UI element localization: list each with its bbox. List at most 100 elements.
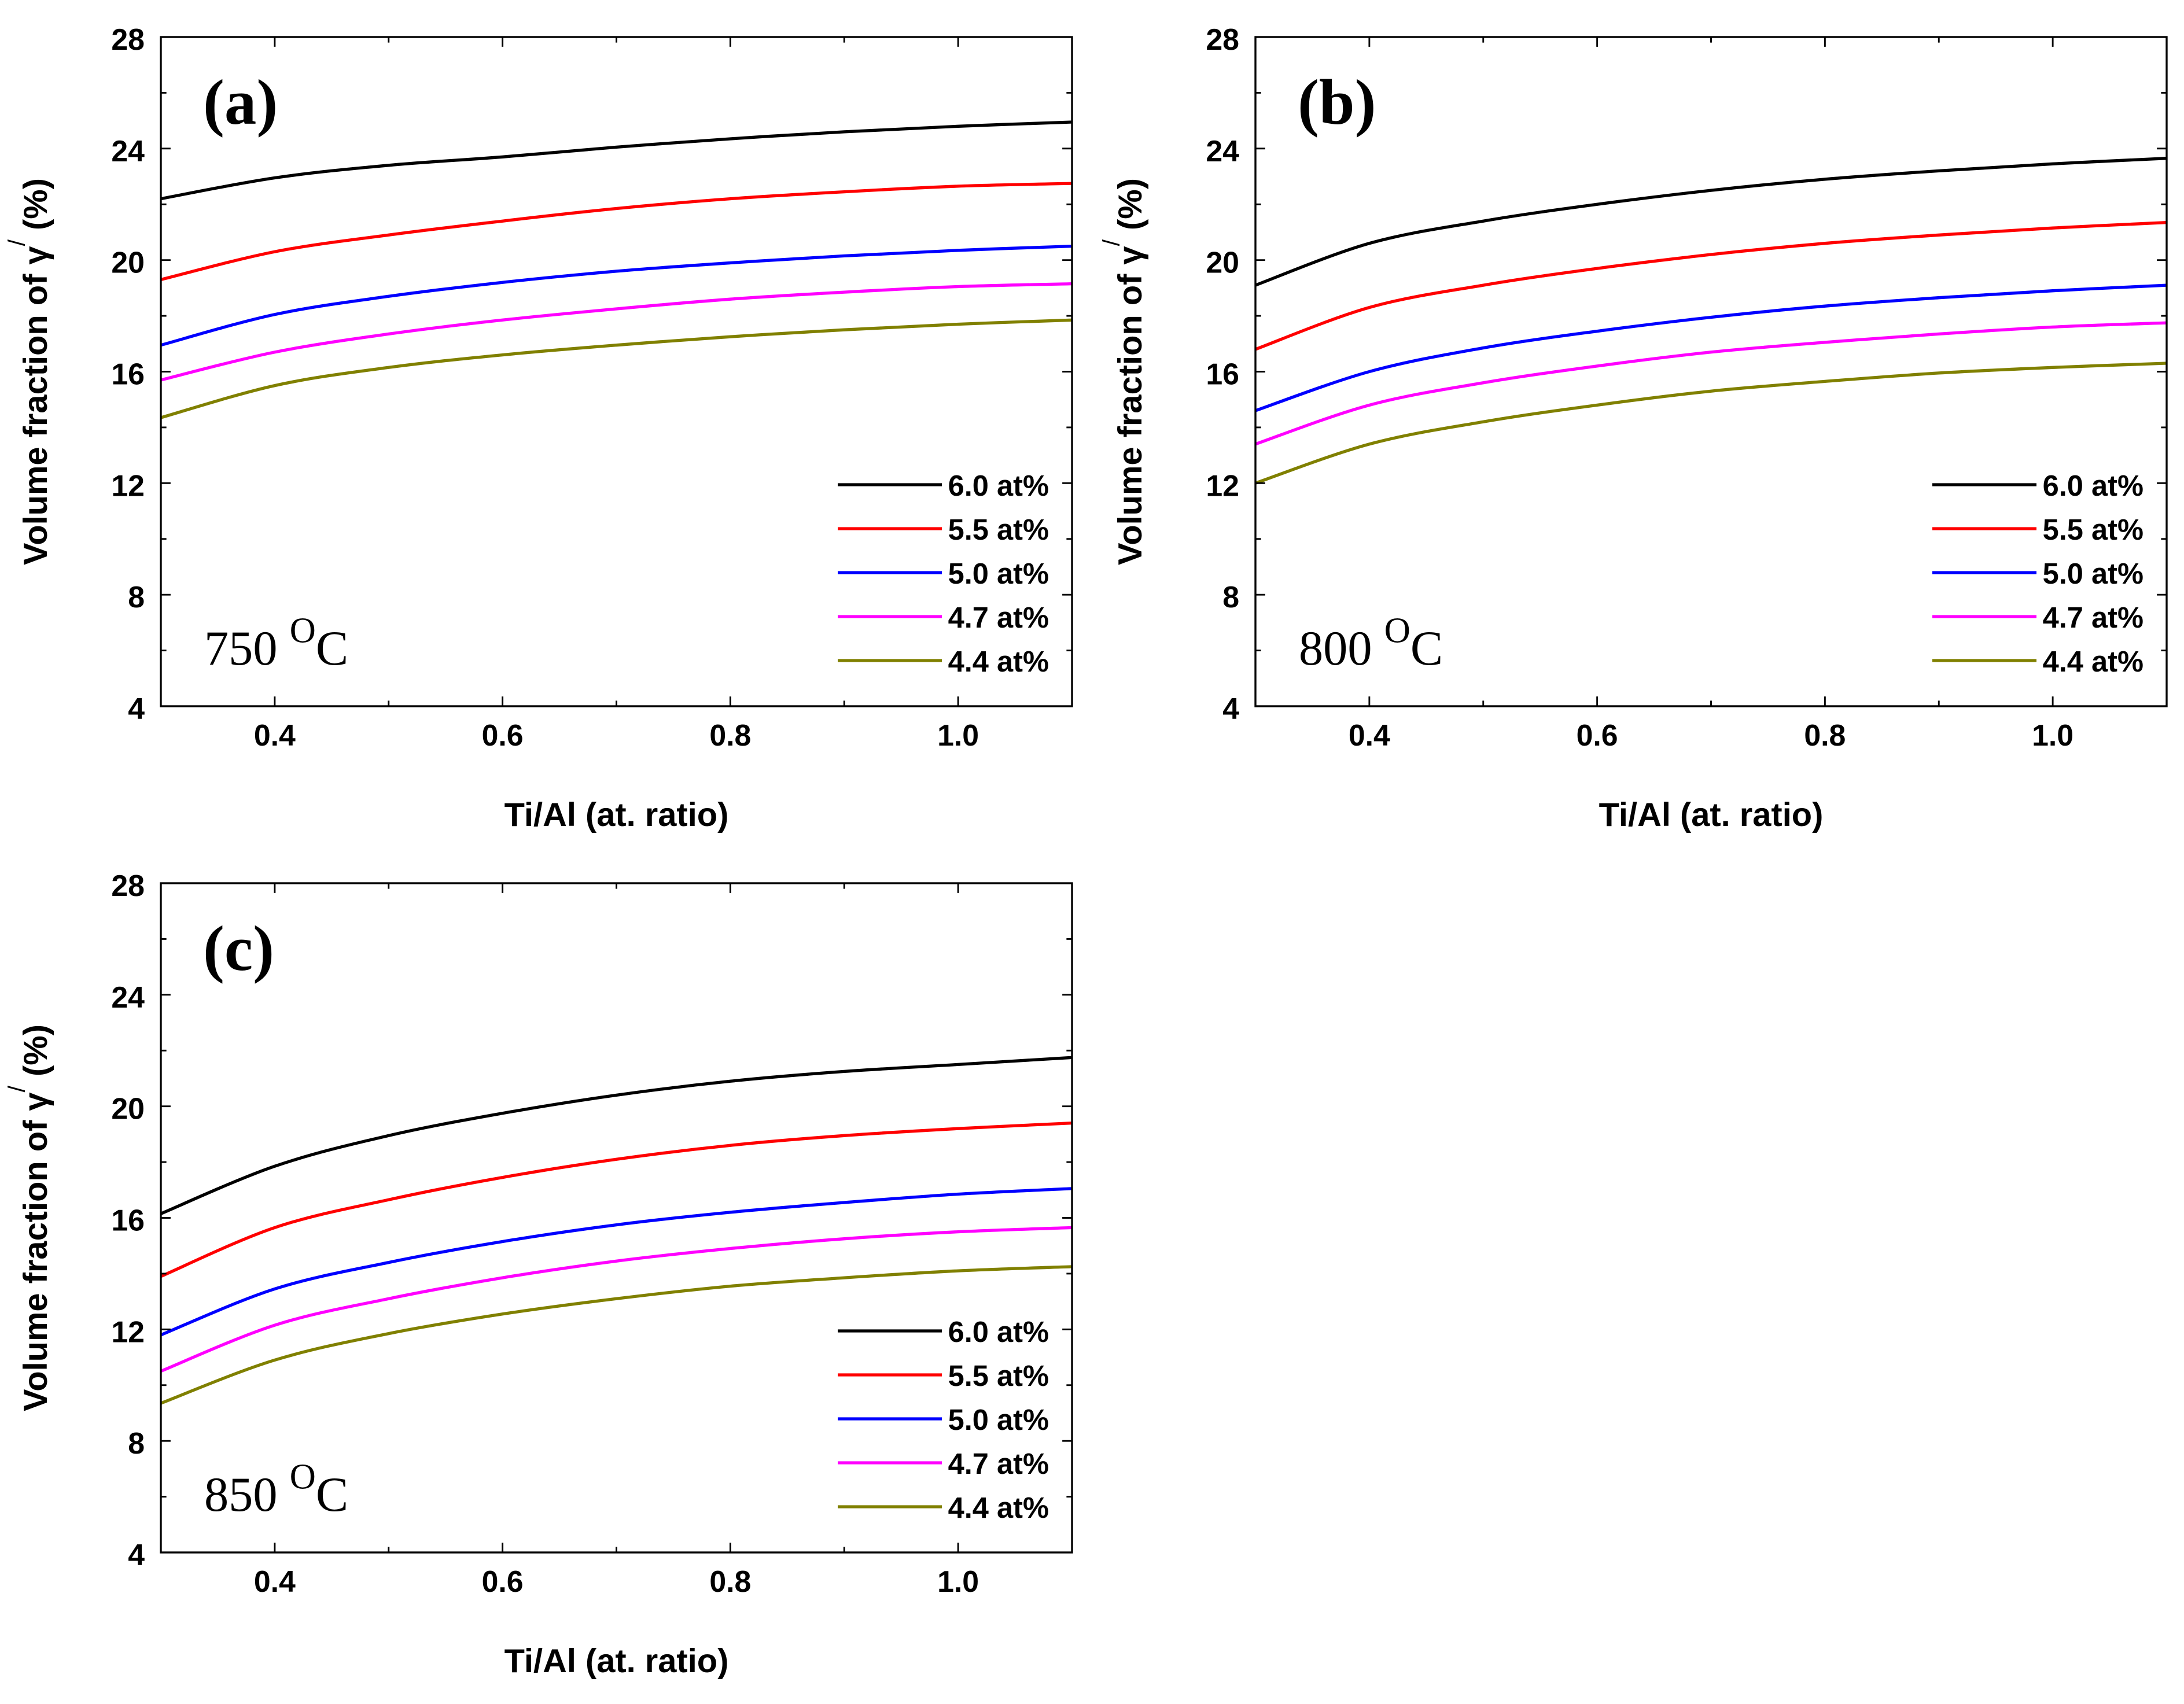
panel-letter: (a) bbox=[203, 67, 278, 138]
legend-label: 4.7 at% bbox=[948, 601, 1049, 634]
y-tick-label: 24 bbox=[111, 134, 145, 168]
legend-label: 4.4 at% bbox=[948, 645, 1049, 678]
series-line-50 bbox=[160, 1187, 1073, 1337]
legend-label: 5.0 at% bbox=[2043, 557, 2144, 590]
x-tick-label: 0.4 bbox=[254, 718, 296, 752]
y-tick-label: 8 bbox=[1222, 580, 1239, 614]
temperature-label: 750 OC bbox=[204, 610, 348, 676]
chart-panel-b: 0.4 0.6 0.8 1.0 4 8 12 16 20 24 28 Ti/Al (at. ratio… bbox=[1097, 23, 2168, 833]
x-tick-label: 0.8 bbox=[709, 1565, 751, 1598]
degree-symbol: O bbox=[290, 1456, 316, 1496]
series-line-60 bbox=[1255, 157, 2167, 287]
y-tick-label: 28 bbox=[111, 869, 145, 902]
degree-symbol: O bbox=[1384, 610, 1410, 650]
temperature-value: 850 bbox=[204, 1468, 290, 1522]
y-tick-label: 12 bbox=[111, 1315, 145, 1348]
legend-label: 6.0 at% bbox=[2043, 469, 2144, 502]
y-tick-label: 20 bbox=[1206, 246, 1239, 279]
y-tick-label: 8 bbox=[128, 580, 145, 614]
temperature-value: 750 bbox=[204, 622, 290, 676]
y-tick-label: 8 bbox=[128, 1426, 145, 1460]
legend-label: 4.7 at% bbox=[948, 1447, 1049, 1480]
series-line-47 bbox=[1255, 321, 2167, 446]
legend-label: 5.5 at% bbox=[948, 513, 1049, 546]
legend-label: 4.4 at% bbox=[948, 1491, 1049, 1524]
y-tick-label: 20 bbox=[111, 1092, 145, 1126]
x-tick-label: 0.6 bbox=[482, 1565, 524, 1598]
plot-frame bbox=[160, 36, 1073, 707]
y-tick-label: 24 bbox=[111, 980, 145, 1014]
y-tick-label: 16 bbox=[111, 357, 145, 391]
y-axis-title: Volume fraction of γ/ (%) bbox=[3, 178, 54, 565]
temperature-value: 800 bbox=[1299, 622, 1384, 676]
x-tick-label: 0.8 bbox=[709, 718, 751, 752]
panel-letter: (b) bbox=[1298, 67, 1376, 138]
series-line-44 bbox=[1255, 362, 2167, 485]
legend-label: 5.5 at% bbox=[2043, 513, 2144, 546]
x-tick-label: 1.0 bbox=[937, 718, 979, 752]
temperature-label: 800 OC bbox=[1299, 610, 1443, 676]
y-axis-title-unit: (%) bbox=[17, 1024, 54, 1086]
y-axis-title-main: Volume fraction of γ bbox=[17, 246, 54, 565]
series-line-44 bbox=[160, 318, 1073, 419]
series-line-60 bbox=[160, 1056, 1073, 1215]
series-line-50 bbox=[160, 244, 1073, 347]
temperature-label: 850 OC bbox=[204, 1456, 348, 1522]
y-tick-label: 4 bbox=[128, 1538, 145, 1572]
series-line-44 bbox=[160, 1265, 1073, 1405]
series-line-50 bbox=[1255, 283, 2167, 412]
y-tick-label: 4 bbox=[128, 692, 145, 725]
y-axis-title-sup: / bbox=[3, 1085, 30, 1092]
series-line-55 bbox=[160, 182, 1073, 281]
y-tick-label: 16 bbox=[1206, 357, 1239, 391]
y-tick-label: 28 bbox=[1206, 23, 1239, 56]
legend-label: 4.7 at% bbox=[2043, 601, 2144, 634]
series-line-55 bbox=[1255, 220, 2167, 351]
y-tick-label: 16 bbox=[111, 1204, 145, 1237]
legend-label: 5.5 at% bbox=[948, 1359, 1049, 1392]
legend-label: 6.0 at% bbox=[948, 469, 1049, 502]
temperature-unit: C bbox=[316, 622, 348, 676]
x-axis-title: Ti/Al (at. ratio) bbox=[1599, 796, 1824, 833]
series-line-47 bbox=[160, 1226, 1073, 1373]
temperature-unit: C bbox=[316, 1468, 348, 1522]
chart-panel-c: 0.4 0.6 0.8 1.0 4 8 12 16 20 24 28 Ti/Al (at. ratio… bbox=[3, 869, 1073, 1680]
y-tick-label: 4 bbox=[1222, 692, 1239, 725]
series-line-60 bbox=[160, 120, 1073, 201]
legend-label: 5.0 at% bbox=[948, 1403, 1049, 1436]
x-tick-label: 0.8 bbox=[1804, 718, 1846, 752]
y-tick-label: 20 bbox=[111, 246, 145, 279]
legend-label: 5.0 at% bbox=[948, 557, 1049, 590]
x-tick-label: 1.0 bbox=[2032, 718, 2073, 752]
legend-label: 6.0 at% bbox=[948, 1315, 1049, 1348]
x-axis-title: Ti/Al (at. ratio) bbox=[504, 1643, 729, 1680]
y-tick-label: 12 bbox=[111, 469, 145, 502]
x-tick-label: 0.4 bbox=[254, 1565, 296, 1598]
y-axis-title: Volume fraction of γ/ (%) bbox=[1097, 178, 1149, 565]
panel-letter: (c) bbox=[203, 913, 274, 984]
legend-label: 4.4 at% bbox=[2043, 645, 2144, 678]
series-line-47 bbox=[160, 282, 1073, 382]
x-tick-label: 0.6 bbox=[482, 718, 524, 752]
x-axis-title: Ti/Al (at. ratio) bbox=[504, 796, 729, 833]
y-axis-title-main: Volume fraction of γ bbox=[17, 1092, 54, 1411]
x-tick-label: 0.6 bbox=[1577, 718, 1618, 752]
degree-symbol: O bbox=[290, 610, 316, 650]
plot-frame bbox=[160, 882, 1073, 1554]
y-axis-title-sup: / bbox=[3, 239, 30, 246]
y-tick-label: 24 bbox=[1206, 134, 1239, 168]
series-line-55 bbox=[160, 1121, 1073, 1278]
x-tick-label: 1.0 bbox=[937, 1565, 979, 1598]
y-axis-title-unit: (%) bbox=[17, 178, 54, 239]
x-tick-label: 0.4 bbox=[1349, 718, 1390, 752]
y-tick-label: 12 bbox=[1206, 469, 1239, 502]
plot-frame bbox=[1254, 36, 2168, 707]
y-axis-title-main: Volume fraction of γ bbox=[1112, 246, 1149, 565]
temperature-unit: C bbox=[1410, 622, 1443, 676]
y-axis-title-sup: / bbox=[1097, 239, 1124, 246]
y-axis-title-unit: (%) bbox=[1112, 178, 1149, 239]
y-axis-title: Volume fraction of γ/ (%) bbox=[3, 1024, 54, 1411]
chart-panel-a: 0.4 0.6 0.8 1.0 4 8 12 16 20 24 28 Ti/Al (at. ratio… bbox=[3, 23, 1073, 833]
y-tick-label: 28 bbox=[111, 23, 145, 56]
